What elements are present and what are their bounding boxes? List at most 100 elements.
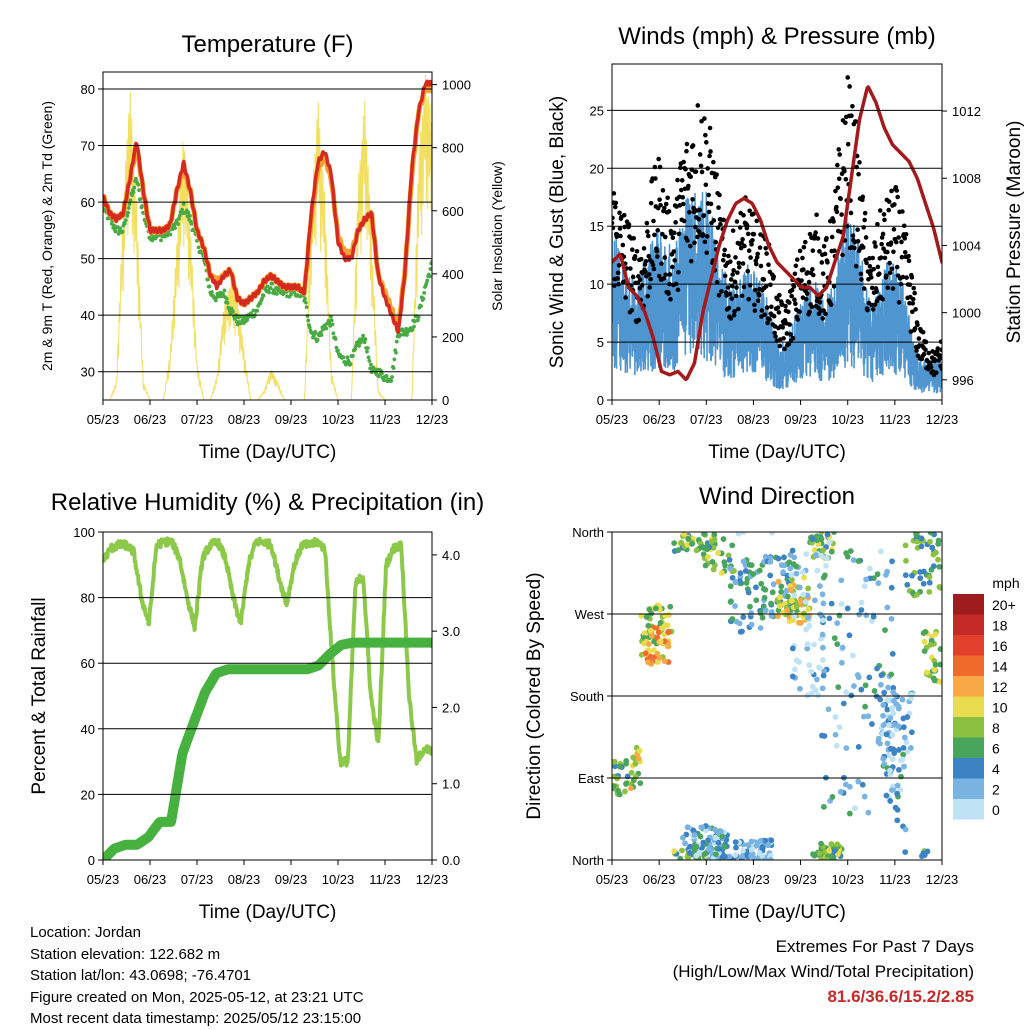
direction-point: [642, 650, 649, 657]
direction-point: [877, 548, 884, 555]
direction-point: [887, 715, 894, 722]
gust-point: [872, 302, 878, 307]
direction-point: [637, 780, 644, 787]
gust-point: [799, 278, 804, 283]
gust-point: [869, 285, 875, 291]
gust-point: [711, 218, 717, 223]
gust-point: [729, 283, 735, 289]
direction-point: [829, 794, 836, 800]
gust-point: [769, 304, 774, 310]
gust-point: [821, 244, 827, 249]
gust-point: [789, 293, 794, 299]
gust-point: [845, 141, 851, 147]
dewpoint-point: [140, 204, 145, 208]
gust-point: [772, 330, 777, 336]
dewpoint-point: [334, 345, 339, 350]
direction-point: [743, 580, 750, 586]
gust-point: [680, 195, 686, 200]
direction-point: [685, 535, 692, 542]
gust-point: [878, 255, 884, 260]
sonic-wind-line: [612, 191, 942, 394]
legend-swatch: [953, 696, 984, 717]
direction-point: [753, 842, 760, 849]
dewpoint-point: [131, 190, 136, 195]
gust-point: [612, 225, 616, 231]
direction-point: [655, 629, 662, 636]
gust-point: [663, 201, 669, 207]
gust-point: [903, 231, 909, 237]
gust-point: [899, 254, 905, 260]
gust-point: [690, 197, 695, 202]
direction-point: [679, 847, 685, 854]
gust-point: [862, 217, 867, 223]
gust-point: [813, 230, 818, 235]
gust-point: [838, 196, 843, 202]
direction-point: [776, 594, 783, 601]
wind-y2tick-label: 1008: [952, 171, 981, 186]
direction-point: [787, 565, 794, 572]
gust-point: [884, 273, 889, 279]
dewpoint-point: [303, 300, 308, 305]
direction-point: [863, 576, 870, 583]
gust-point: [797, 248, 803, 254]
direction-point: [869, 721, 875, 727]
temp-xtick-label: 06/23: [134, 412, 167, 427]
dewpoint-point: [329, 314, 333, 319]
direction-point: [732, 603, 738, 609]
gust-point: [704, 250, 710, 256]
gust-point: [645, 229, 650, 234]
gust-point: [754, 218, 760, 224]
gust-point: [690, 143, 696, 148]
direction-point: [846, 783, 853, 790]
temp-y2tick-label: 800: [442, 141, 464, 156]
direction-point: [793, 570, 800, 577]
gust-point: [741, 212, 746, 218]
gust-point: [899, 239, 904, 245]
direction-point: [818, 532, 825, 536]
legend-swatch: [953, 614, 984, 635]
direction-point: [735, 532, 742, 537]
gust-point: [886, 207, 892, 213]
gust-point: [756, 293, 762, 298]
direction-point: [767, 558, 774, 565]
direction-point: [926, 579, 933, 586]
direction-point: [767, 852, 774, 859]
direction-point: [700, 551, 707, 558]
rh-xlabel: Time (Day/UTC): [199, 902, 337, 923]
direction-point: [819, 685, 826, 692]
direction-point: [885, 684, 891, 691]
direction-point: [887, 767, 893, 774]
direction-point: [855, 743, 862, 750]
direction-point: [861, 793, 868, 800]
direction-point: [677, 855, 684, 860]
direction-point: [832, 731, 839, 738]
direction-point: [806, 662, 813, 669]
direction-point: [884, 568, 891, 575]
direction-point: [816, 583, 823, 589]
direction-point: [612, 785, 615, 792]
direction-point: [884, 740, 891, 747]
dewpoint-point: [361, 333, 365, 338]
direction-point: [762, 607, 769, 614]
gust-point: [837, 152, 842, 157]
gust-point: [676, 231, 682, 237]
direction-point: [699, 844, 705, 851]
dewpoint-point: [260, 296, 264, 301]
rh-xtick-label: 09/23: [275, 872, 308, 887]
gust-point: [629, 307, 635, 313]
direction-point: [931, 666, 938, 673]
gust-point: [741, 284, 747, 290]
dewpoint-point: [165, 233, 170, 238]
direction-point: [921, 648, 928, 654]
direction-point: [768, 609, 775, 615]
gust-point: [765, 320, 770, 326]
gust-point: [745, 231, 751, 237]
direction-point: [894, 790, 900, 797]
direction-point: [820, 574, 827, 581]
direction-point: [936, 584, 942, 590]
gust-point: [773, 334, 778, 339]
wind-y2label: Station Pressure (Maroon): [1004, 121, 1024, 344]
direction-point: [616, 791, 623, 798]
direction-point: [913, 532, 920, 538]
gust-point: [671, 230, 677, 236]
